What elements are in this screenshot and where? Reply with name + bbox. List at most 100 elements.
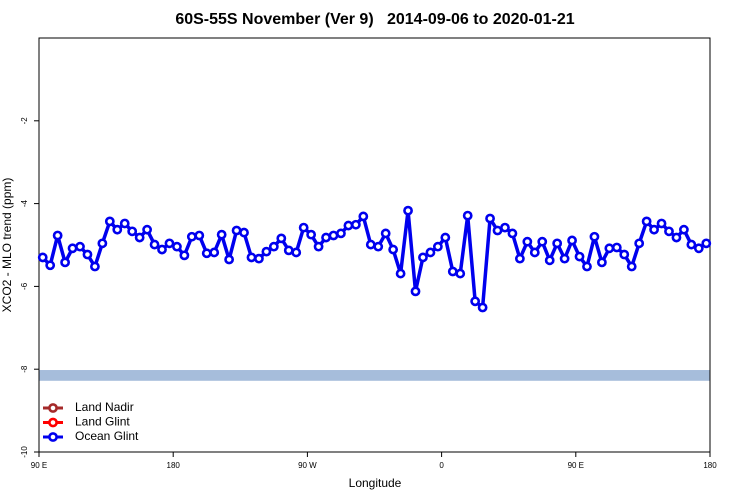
chart-title: 60S-55S November (Ver 9) 2014-09-06 to 2… [175, 11, 574, 28]
y-tick-label: -10 [20, 446, 29, 458]
point [388, 244, 399, 255]
point [574, 251, 585, 262]
legend-marker [48, 403, 58, 413]
point [283, 245, 294, 256]
point [328, 230, 339, 241]
point [537, 236, 548, 247]
y-tick-label: -4 [20, 199, 29, 207]
point [321, 232, 331, 243]
point [514, 253, 525, 264]
point [209, 247, 220, 258]
point [462, 210, 473, 221]
point [395, 268, 406, 279]
point [343, 220, 354, 231]
point [634, 238, 645, 249]
band [39, 370, 710, 381]
point [671, 232, 682, 243]
point [298, 222, 309, 233]
point [75, 241, 85, 252]
point [589, 231, 600, 242]
point [507, 228, 518, 239]
point [350, 219, 361, 230]
point [261, 246, 272, 257]
point [656, 218, 667, 229]
point [567, 235, 577, 246]
point [52, 230, 63, 241]
point [559, 253, 570, 264]
point [239, 227, 249, 238]
point [403, 205, 413, 216]
point [500, 222, 510, 233]
point [447, 266, 458, 277]
legend-label: Ocean Glint [75, 429, 139, 443]
point [164, 238, 175, 249]
point [522, 236, 533, 247]
point [97, 238, 108, 249]
point [432, 241, 443, 252]
x-axis-label: Longitude [349, 476, 402, 490]
point [112, 224, 123, 235]
point [470, 296, 481, 307]
point [254, 253, 264, 264]
point [485, 213, 495, 224]
point [142, 224, 153, 235]
point [641, 216, 652, 227]
point [619, 249, 630, 260]
point [60, 257, 70, 268]
x-tick-label: 90 E [568, 461, 584, 470]
y-tick-label: -2 [20, 117, 29, 125]
point [552, 238, 563, 249]
point [134, 232, 145, 243]
point [455, 268, 466, 279]
x-tick-label: 90 W [298, 461, 317, 470]
point [90, 261, 100, 272]
point [529, 247, 540, 258]
point [104, 216, 115, 227]
point [649, 224, 659, 235]
point [313, 241, 324, 252]
y-tick-label: -6 [20, 282, 29, 290]
y-axis-label: XCO2 - MLO trend (ppm) [0, 178, 14, 313]
series-line [41, 208, 708, 310]
point [596, 257, 607, 268]
point [410, 286, 421, 297]
point [365, 239, 376, 250]
point [611, 242, 622, 253]
point [246, 252, 257, 263]
x-tick-label: 90 E [31, 461, 47, 470]
point [268, 241, 279, 252]
x-tick-label: 0 [439, 461, 444, 470]
point [172, 241, 182, 252]
x-tick-label: 180 [167, 461, 181, 470]
point [418, 252, 428, 263]
point [544, 255, 555, 266]
point [216, 229, 227, 240]
point [194, 230, 205, 241]
y-tick-label: -8 [20, 365, 29, 373]
point [686, 239, 697, 250]
point [604, 243, 615, 254]
point [224, 254, 235, 265]
point [440, 232, 451, 243]
point [127, 226, 138, 237]
point [186, 231, 197, 242]
legend-marker [48, 432, 58, 442]
point [380, 228, 391, 239]
point [157, 244, 167, 255]
point [626, 261, 637, 272]
point [45, 260, 56, 271]
x-tick-label: 180 [703, 461, 717, 470]
point [276, 233, 287, 244]
point [306, 229, 317, 240]
point [291, 247, 302, 258]
point [201, 248, 212, 259]
point [701, 238, 712, 249]
point [336, 228, 346, 239]
point [492, 225, 503, 236]
point [231, 225, 242, 236]
point [179, 250, 190, 261]
point [37, 252, 48, 263]
point [679, 224, 689, 235]
point [425, 247, 436, 258]
